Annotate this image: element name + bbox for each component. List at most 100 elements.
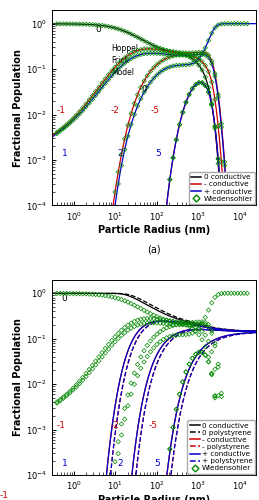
Point — [206, 51, 211, 59]
Point — [206, 36, 211, 44]
Point — [152, 45, 156, 53]
Point — [184, 98, 188, 106]
Point — [132, 369, 136, 377]
Point — [219, 198, 224, 206]
Point — [110, 67, 114, 75]
Point — [158, 68, 162, 76]
Point — [200, 328, 204, 336]
Point — [203, 318, 207, 326]
Point — [116, 330, 120, 338]
Point — [142, 50, 146, 58]
Point — [106, 340, 111, 348]
Point — [77, 110, 82, 118]
Point — [64, 120, 69, 128]
Point — [77, 20, 82, 28]
Point — [119, 326, 124, 334]
Point — [181, 321, 185, 329]
Point — [93, 357, 98, 365]
Point — [245, 290, 249, 298]
Point — [216, 122, 220, 130]
Point — [132, 100, 136, 108]
Point — [158, 328, 162, 336]
Point — [148, 78, 153, 86]
Point — [210, 370, 214, 378]
Point — [213, 392, 217, 400]
Point — [100, 291, 104, 299]
Point — [161, 326, 166, 334]
Point — [200, 50, 204, 58]
Point — [193, 327, 198, 335]
Point — [142, 36, 146, 44]
Point — [187, 90, 191, 98]
Point — [210, 29, 214, 37]
Point — [161, 50, 166, 58]
Point — [58, 397, 62, 405]
Point — [174, 331, 178, 339]
Point — [222, 20, 227, 28]
Text: -1: -1 — [56, 422, 66, 430]
Point — [90, 92, 95, 100]
Point — [68, 118, 72, 126]
Point — [158, 316, 162, 324]
Legend: 0 conductive, 0 polystyrene, - conductive, - polystyrene, + conductive, + polyst: 0 conductive, 0 polystyrene, - conductiv… — [188, 420, 255, 474]
Point — [74, 380, 78, 388]
Point — [235, 290, 240, 298]
Point — [213, 339, 217, 347]
Point — [200, 320, 204, 328]
Point — [106, 345, 111, 353]
Point — [64, 20, 69, 28]
Point — [74, 383, 78, 391]
Point — [164, 320, 169, 328]
Point — [116, 168, 120, 176]
Point — [152, 319, 156, 327]
Point — [129, 324, 133, 332]
Point — [181, 320, 185, 328]
Point — [55, 398, 59, 406]
Point — [142, 77, 146, 85]
Point — [200, 78, 204, 86]
Point — [161, 66, 166, 74]
Point — [171, 318, 175, 326]
Point — [213, 124, 217, 132]
Point — [110, 23, 114, 31]
Point — [168, 53, 172, 61]
Point — [200, 50, 204, 58]
Point — [81, 290, 85, 298]
Point — [193, 48, 198, 56]
Point — [206, 337, 211, 345]
Point — [158, 46, 162, 54]
Point — [210, 101, 214, 109]
Point — [187, 52, 191, 60]
Y-axis label: Fractional Population: Fractional Population — [13, 49, 23, 166]
Point — [132, 380, 136, 388]
Point — [152, 74, 156, 82]
Point — [210, 369, 214, 377]
Point — [87, 366, 91, 374]
Point — [148, 319, 153, 327]
Point — [206, 54, 211, 62]
Point — [168, 50, 172, 58]
Point — [142, 346, 146, 354]
Point — [213, 394, 217, 402]
Point — [213, 70, 217, 78]
Point — [145, 352, 149, 360]
Point — [187, 321, 191, 329]
Point — [129, 120, 133, 128]
Point — [171, 322, 175, 330]
Point — [100, 84, 104, 92]
Point — [148, 310, 153, 318]
Point — [171, 154, 175, 162]
Point — [145, 38, 149, 46]
Point — [210, 370, 214, 378]
Point — [158, 319, 162, 327]
Point — [216, 94, 220, 102]
Point — [197, 78, 201, 86]
Point — [164, 316, 169, 324]
Point — [213, 392, 217, 400]
Point — [168, 176, 172, 184]
Point — [168, 317, 172, 325]
Point — [74, 114, 78, 122]
Point — [145, 83, 149, 91]
Point — [193, 323, 198, 331]
Point — [152, 311, 156, 319]
